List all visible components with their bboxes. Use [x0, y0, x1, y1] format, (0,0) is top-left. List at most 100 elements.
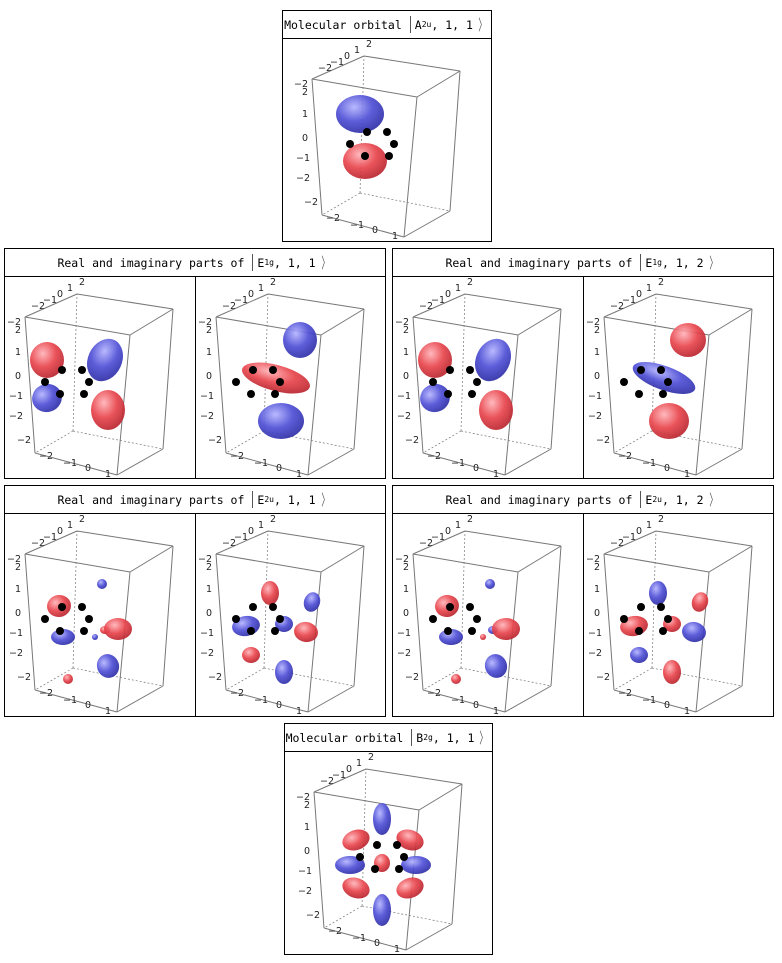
negative-lobe: [649, 581, 667, 605]
tick-label: −2: [298, 886, 312, 897]
carbon-ring: [620, 603, 672, 635]
tick-label: −2: [306, 910, 320, 921]
negative-lobe: [32, 383, 62, 413]
positive-lobe: [91, 390, 125, 430]
tick-label: −1: [9, 628, 23, 639]
tick-label: −2: [395, 317, 409, 328]
tick-label: 1: [646, 283, 652, 294]
negative-lobe: [420, 383, 450, 413]
tick-label: 1: [403, 347, 409, 358]
tick-label: −2: [405, 435, 419, 446]
tick-label: −2: [395, 554, 409, 565]
header-prefix: Real and imaginary parts of: [57, 255, 245, 270]
positive-lobe: [242, 362, 310, 394]
tick-label: −1: [296, 153, 310, 164]
tick-label: 2: [658, 277, 664, 288]
tick-label: −2: [618, 451, 632, 462]
atom: [664, 615, 672, 623]
tick-label: −1: [431, 532, 445, 543]
header-prefix: Real and imaginary parts of: [445, 255, 633, 270]
tick-label: −2: [7, 554, 21, 565]
tick-label: 1: [206, 347, 212, 358]
atom: [276, 615, 284, 623]
negative-lobe: [275, 660, 293, 684]
atom: [390, 140, 398, 148]
tick-label: 1: [646, 520, 652, 531]
tick-label: 0: [445, 526, 451, 537]
panel-header: Real and imaginary parts of E 2u, 1, 2 〉: [393, 486, 773, 514]
positive-lobe: [342, 877, 370, 899]
tick-label: −2: [208, 672, 222, 683]
bounding-box: [24, 293, 174, 476]
tick-label: 0: [473, 463, 479, 474]
atom: [249, 366, 257, 374]
orbital-lobes: [632, 323, 706, 439]
tick-label: 1: [304, 822, 310, 833]
tick-label: 2: [79, 514, 85, 525]
tick-label: −2: [222, 301, 236, 312]
panel-header: Molecular orbital B 2g, 1, 1 〉: [285, 724, 492, 752]
tick-label: 2: [270, 514, 276, 525]
tick-label: 2: [15, 325, 21, 336]
atom: [395, 865, 403, 873]
positive-lobe: [663, 660, 681, 684]
tick-label: 0: [85, 463, 91, 474]
orbital-lobes: [30, 338, 125, 430]
panel-header: Real and imaginary parts of E 2u, 1, 1 〉: [5, 486, 385, 514]
carbon-ring: [356, 841, 408, 873]
tick-label: 0: [206, 608, 212, 619]
tick-label: 1: [258, 520, 264, 531]
tick-label: 0: [664, 700, 670, 711]
tick-label: −2: [596, 435, 610, 446]
atom: [269, 366, 277, 374]
orbital-lobes: [242, 322, 317, 439]
tick-label: 1: [105, 469, 111, 478]
positive-lobe: [242, 647, 260, 663]
atom: [466, 366, 474, 374]
tick-label: −1: [451, 458, 465, 469]
carbon-ring: [346, 128, 398, 160]
tick-label: 0: [594, 608, 600, 619]
positive-lobe: [261, 581, 279, 605]
negative-lobe: [303, 592, 321, 612]
tick-label: 2: [594, 562, 600, 573]
atom: [446, 366, 454, 374]
tick-label: −2: [610, 538, 624, 549]
atom: [429, 615, 437, 623]
tick-label: 0: [403, 371, 409, 382]
tick-label: −1: [254, 695, 268, 706]
atom: [468, 390, 476, 398]
tick-label: −2: [200, 648, 214, 659]
tick-label: −2: [31, 301, 45, 312]
tick-label: −2: [198, 554, 212, 565]
tick-label: 1: [356, 758, 362, 769]
tick-label: −2: [618, 688, 632, 699]
tick-label: 2: [366, 39, 372, 50]
atom: [85, 615, 93, 623]
tick-label: −1: [431, 295, 445, 306]
tick-label: −1: [43, 532, 57, 543]
atom: [276, 378, 284, 386]
negative-lobe: [682, 621, 706, 643]
tick-label: 2: [270, 277, 276, 288]
atom: [80, 627, 88, 635]
tick-label: 2: [467, 277, 473, 288]
ket-label: E 2u, 1, 1 〉: [252, 489, 332, 510]
negative-lobe: [401, 856, 431, 874]
tick-label: 2: [79, 277, 85, 288]
positive-lobe: [294, 621, 318, 643]
tick-label: 2: [403, 325, 409, 336]
tick-label: −2: [586, 554, 600, 565]
tick-label: 0: [374, 938, 380, 949]
negative-lobe: [87, 338, 123, 382]
